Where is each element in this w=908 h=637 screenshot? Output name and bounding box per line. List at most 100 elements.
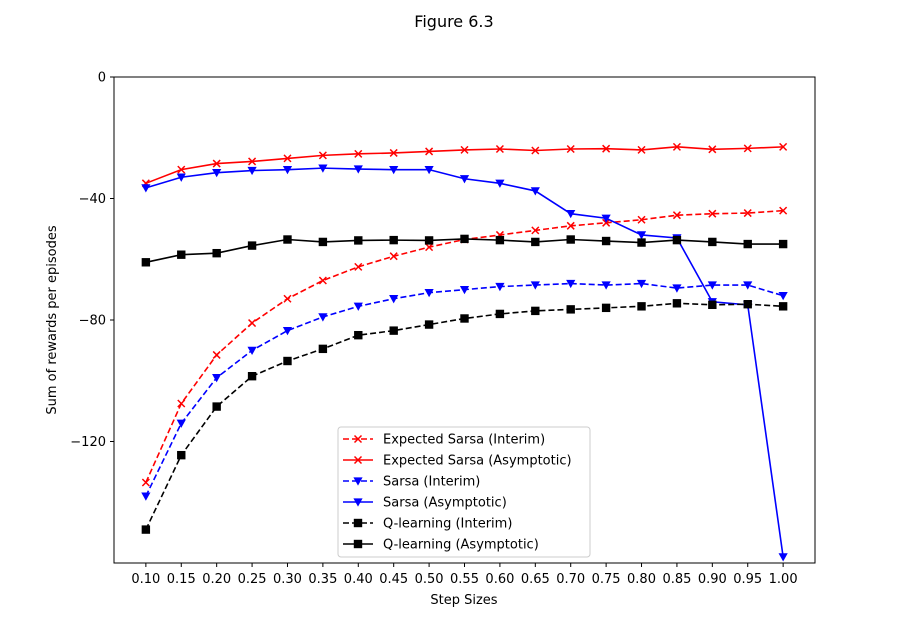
legend-label: Q-learning (Interim) <box>383 517 512 532</box>
data-point-stroke <box>672 211 681 220</box>
data-point <box>672 211 681 220</box>
data-point <box>176 173 186 182</box>
x-tick-label: 0.20 <box>202 572 231 587</box>
data-point <box>672 142 681 151</box>
data-point <box>247 346 257 355</box>
x-tick-label: 0.15 <box>167 572 196 587</box>
data-point <box>530 187 540 196</box>
legend-marker <box>353 518 363 528</box>
y-tick-label: −40 <box>79 192 106 207</box>
data-point <box>707 281 717 290</box>
data-point-stroke <box>318 151 327 160</box>
data-point <box>212 159 221 168</box>
data-point <box>602 144 611 153</box>
legend-entry: Expected Sarsa (Asymptotic) <box>343 454 572 469</box>
data-point <box>424 320 434 329</box>
legend-label: Expected Sarsa (Asymptotic) <box>383 454 572 469</box>
y-axis-title: Sum of rewards per episodes <box>45 225 60 414</box>
data-point <box>318 151 327 160</box>
data-point <box>459 285 470 295</box>
data-point-stroke <box>779 206 788 215</box>
data-point <box>495 144 504 154</box>
x-tick-label: 0.90 <box>698 572 727 587</box>
data-point <box>283 356 292 366</box>
y-tick-label: −80 <box>79 314 106 329</box>
data-point <box>672 299 682 308</box>
data-point <box>389 326 398 335</box>
data-point <box>779 206 788 215</box>
data-point <box>743 144 752 153</box>
data-point <box>601 303 611 313</box>
data-point <box>141 478 150 487</box>
data-point-stroke <box>354 262 363 271</box>
data-point <box>566 144 575 154</box>
legend-marker-stroke <box>353 434 363 444</box>
legend-entry: Q-learning (Asymptotic) <box>343 538 539 553</box>
x-axis-title: Step Sizes <box>430 593 497 608</box>
legend-box <box>337 426 591 558</box>
legend-marker <box>353 498 363 507</box>
data-point <box>212 248 221 258</box>
x-tick-label: 0.35 <box>308 572 337 587</box>
x-tick-label: 0.70 <box>556 572 585 587</box>
data-point-stroke <box>425 243 434 252</box>
data-point <box>318 344 328 354</box>
data-point <box>672 235 682 245</box>
data-point <box>283 235 292 244</box>
x-tick-label: 0.85 <box>662 572 691 587</box>
data-point <box>389 165 399 175</box>
data-point <box>247 166 257 176</box>
x-tick-label: 0.40 <box>344 572 373 587</box>
data-point <box>248 319 257 328</box>
x-tick-label: 1.00 <box>769 572 798 587</box>
data-point <box>354 236 363 245</box>
data-point-stroke <box>637 145 646 154</box>
data-point-stroke <box>566 221 575 230</box>
data-point <box>177 250 186 259</box>
legend: Expected Sarsa (Interim) Expected Sarsa (… <box>337 426 591 558</box>
data-point-stroke <box>531 146 540 155</box>
data-point <box>708 209 717 218</box>
data-point <box>354 262 363 271</box>
y-tick-label: 0 <box>98 71 106 86</box>
data-point <box>531 237 540 247</box>
x-tick-label: 0.75 <box>592 572 621 587</box>
chart-title: Figure 6.3 <box>414 12 493 31</box>
data-point <box>460 314 469 323</box>
data-point-stroke <box>318 276 327 285</box>
legend-marker-stroke <box>353 455 363 465</box>
data-point <box>743 300 752 309</box>
data-point <box>353 302 363 311</box>
data-point <box>708 237 717 247</box>
legend-entry: Sarsa (Asymptotic) <box>343 496 507 511</box>
data-point <box>495 179 505 188</box>
data-point <box>177 450 186 460</box>
data-point <box>424 236 434 245</box>
legend-label: Sarsa (Interim) <box>383 475 480 490</box>
data-point <box>353 165 363 174</box>
data-point-stroke <box>177 165 186 174</box>
data-point <box>778 292 788 301</box>
y-tick-label: −120 <box>70 435 106 450</box>
legend-entry: Sarsa (Interim) <box>343 475 480 490</box>
data-point <box>779 142 788 151</box>
x-tick-label: 0.80 <box>627 572 656 587</box>
x-tick-label: 0.25 <box>238 572 267 587</box>
data-point-stroke <box>354 149 363 158</box>
data-point-stroke <box>531 226 540 235</box>
data-point <box>636 231 647 240</box>
legend-marker <box>353 434 363 444</box>
data-point <box>247 371 257 381</box>
data-point <box>318 276 327 285</box>
series-5 <box>141 234 788 267</box>
x-tick-label: 0.45 <box>379 572 408 587</box>
data-point <box>212 169 222 178</box>
data-point-stroke <box>141 478 150 487</box>
data-point <box>283 154 292 163</box>
data-point-stroke <box>708 145 717 154</box>
data-point-stroke <box>708 209 717 218</box>
data-point <box>637 215 646 224</box>
data-point <box>176 419 186 428</box>
data-point <box>566 235 575 244</box>
